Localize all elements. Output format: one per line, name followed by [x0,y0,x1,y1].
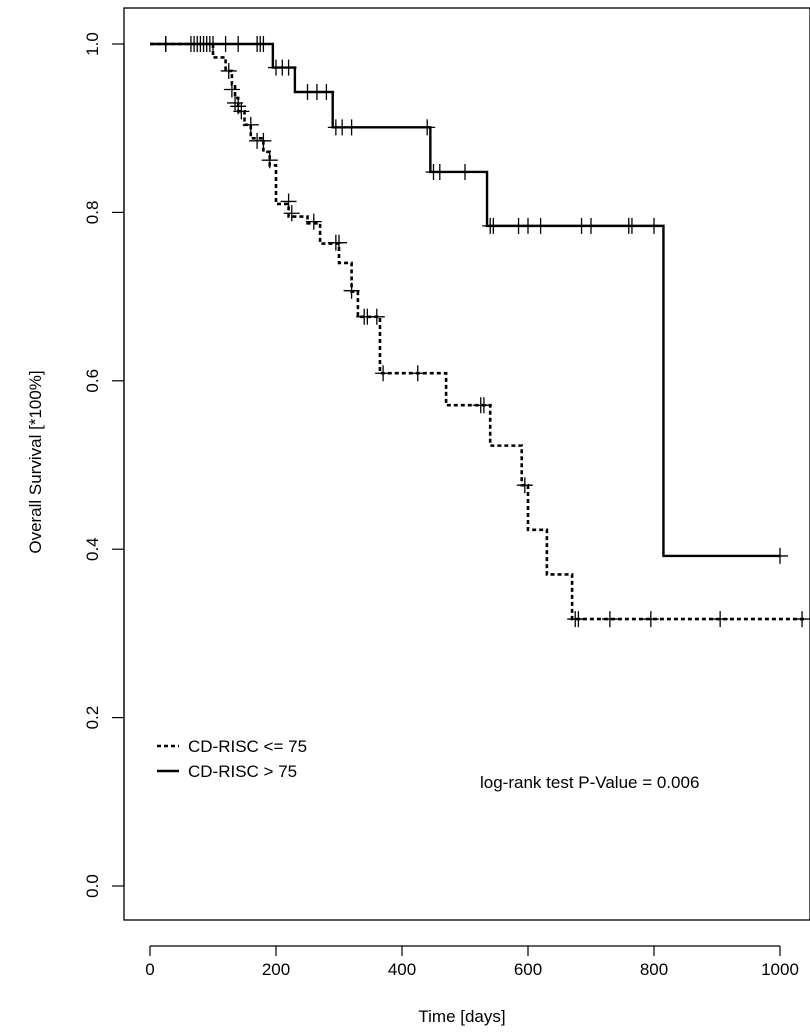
y-tick-label: 0.2 [83,706,102,730]
censor-mark [227,94,244,111]
legend-label-2: CD-RISC > 75 [188,762,297,781]
x-tick-label: 800 [640,960,668,979]
censor-mark [623,217,640,234]
censor-mark [230,36,247,52]
y-tick-label: 0.4 [83,537,102,561]
censor-mark [368,308,385,325]
x-tick-label: 400 [388,960,416,979]
legend: CD-RISC <= 75 CD-RISC > 75 [157,737,307,781]
censor-mark [318,83,335,100]
axes: 0 200 400 600 800 1000 0.0 0.2 0.4 0.6 0.8 1.0 [83,32,799,979]
censor-mark [331,234,347,251]
legend-label-1: CD-RISC <= 75 [188,737,307,756]
plot-frame [123,7,810,921]
censor-mark [712,611,729,628]
censor-mark [343,282,360,299]
y-tick-label: 0.8 [83,201,102,225]
censor-mark [223,81,240,98]
censor-mark [583,217,599,234]
censor-mark [280,193,297,210]
censor-mark [794,611,810,628]
censor-mark [305,213,322,230]
censor-mark [457,163,473,180]
x-tick-label: 0 [145,960,154,979]
y-tick-label: 0.0 [83,874,102,898]
censor-mark [233,103,250,120]
censor-mark [283,205,300,222]
censor-mark [475,397,492,414]
censor-marks [157,36,810,628]
x-tick-label: 200 [262,960,290,979]
y-tick-label: 0.6 [83,369,102,393]
censor-mark [532,217,549,234]
censor-mark [343,119,360,136]
censor-mark [261,152,278,169]
censor-mark [516,477,533,494]
x-axis-title: Time [days] [418,1007,505,1026]
censor-mark [431,163,448,180]
censor-mark [419,119,436,136]
y-axis-title: Overall Survival [*100%] [26,370,45,553]
censor-mark [220,62,237,79]
x-tick-label: 1000 [761,960,799,979]
series-line-1 [150,42,806,621]
annotation-pvalue: log-rank test P-Value = 0.006 [480,773,699,792]
censor-mark [157,36,174,52]
censor-mark [772,547,788,564]
censor-mark [280,59,297,76]
censor-mark [642,611,659,628]
censor-mark [646,217,662,234]
censor-mark [570,611,587,628]
censor-mark [255,132,272,149]
censor-mark [409,365,426,382]
censor-mark [375,365,392,382]
y-tick-label: 1.0 [83,32,102,56]
censor-mark [255,36,272,52]
series-layer [150,42,806,621]
censor-mark [485,217,502,234]
censor-mark [242,116,259,133]
x-tick-label: 600 [514,960,542,979]
censor-mark [601,611,618,628]
